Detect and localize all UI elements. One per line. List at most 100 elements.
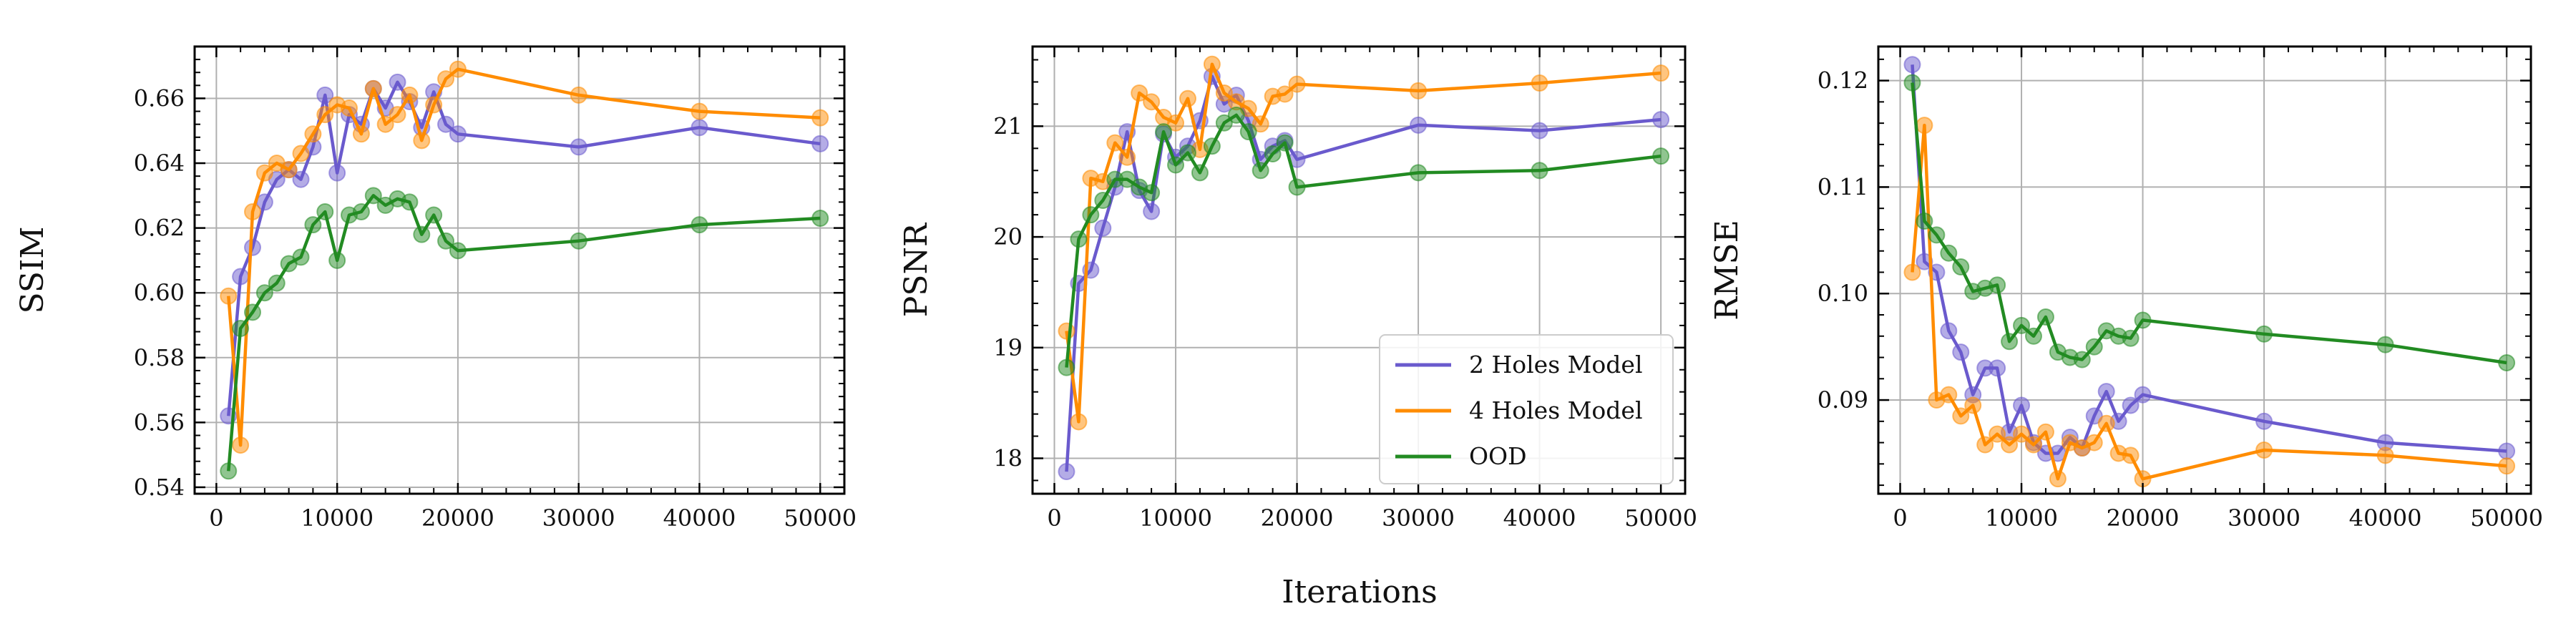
rmse-point-2-holes[interactable] [1916,253,1933,270]
ssim-point-ood[interactable] [425,206,443,224]
psnr-point-ood[interactable] [1203,137,1221,155]
psnr-point-ood[interactable] [1288,178,1306,196]
psnr-point-2-holes[interactable] [1143,203,1161,220]
psnr-point-ood[interactable] [1155,123,1173,141]
psnr-point-4-holes[interactable] [1215,84,1233,102]
psnr-point-ood[interactable] [1264,145,1282,163]
rmse-point-2-holes[interactable] [1940,322,1958,340]
rmse-point-2-holes[interactable] [2498,442,2516,460]
psnr-point-4-holes[interactable] [1106,134,1124,152]
ssim-point-ood[interactable] [304,216,322,234]
ssim-point-4-holes[interactable] [570,86,587,104]
psnr-point-ood[interactable] [1276,134,1294,152]
rmse-point-ood[interactable] [2001,333,2019,351]
psnr-point-4-holes[interactable] [1070,413,1088,431]
ssim-point-ood[interactable] [811,210,829,228]
psnr-point-2-holes[interactable] [1058,463,1075,481]
rmse-point-2-holes[interactable] [2013,396,2031,414]
ssim-point-ood[interactable] [232,320,250,338]
rmse-point-4-holes[interactable] [2097,414,2115,432]
ssim-point-4-holes[interactable] [401,86,419,104]
rmse-point-4-holes[interactable] [2024,436,2042,454]
rmse-point-ood[interactable] [1952,258,1970,276]
ssim-point-2-holes[interactable] [437,115,455,133]
ssim-point-4-holes[interactable] [255,164,273,182]
rmse-point-4-holes[interactable] [2036,423,2054,441]
rmse-point-ood[interactable] [2073,351,2091,369]
rmse-point-4-holes[interactable] [2122,447,2140,464]
ssim-point-4-holes[interactable] [811,109,829,127]
ssim-point-4-holes[interactable] [304,125,322,143]
psnr-point-4-holes[interactable] [1143,93,1161,111]
rmse-point-4-holes[interactable] [1989,425,2006,443]
ssim-point-4-holes[interactable] [425,96,443,114]
psnr-point-ood[interactable] [1143,184,1161,202]
ssim-point-4-holes[interactable] [413,132,431,150]
ssim-point-4-holes[interactable] [389,106,406,124]
ssim-point-4-holes[interactable] [232,436,250,454]
rmse-point-4-holes[interactable] [1940,386,1958,404]
rmse-point-ood[interactable] [1903,74,1921,92]
ssim-point-ood[interactable] [413,225,431,243]
ssim-point-4-holes[interactable] [316,106,334,124]
psnr-point-ood[interactable] [1652,147,1670,165]
ssim-point-2-holes[interactable] [316,86,334,104]
psnr-point-4-holes[interactable] [1531,74,1548,92]
ssim-point-ood[interactable] [437,232,455,250]
rmse-point-2-holes[interactable] [2097,383,2115,401]
rmse-point-ood[interactable] [2122,329,2140,347]
ssim-point-ood[interactable] [220,462,238,480]
psnr-point-ood[interactable] [1082,206,1100,224]
ssim-point-2-holes[interactable] [328,164,346,182]
psnr-point-ood[interactable] [1410,164,1428,182]
psnr-point-2-holes[interactable] [1410,116,1428,134]
rmse-point-4-holes[interactable] [2049,470,2067,488]
rmse-point-4-holes[interactable] [1964,396,1982,414]
rmse-point-4-holes[interactable] [1903,263,1921,281]
rmse-point-ood[interactable] [2013,316,2031,334]
rmse-point-ood[interactable] [1989,276,2006,294]
rmse-point-4-holes[interactable] [2085,434,2103,452]
psnr-point-ood[interactable] [1118,170,1136,188]
rmse-point-ood[interactable] [2134,311,2152,329]
rmse-point-4-holes[interactable] [1952,407,1970,425]
psnr-point-4-holes[interactable] [1652,64,1670,82]
rmse-point-4-holes[interactable] [2255,441,2273,459]
ssim-point-4-holes[interactable] [364,79,382,97]
rmse-point-2-holes[interactable] [2122,396,2140,414]
psnr-point-4-holes[interactable] [1276,85,1294,103]
rmse-point-ood[interactable] [2024,327,2042,345]
ssim-point-4-holes[interactable] [220,287,238,305]
psnr-point-4-holes[interactable] [1131,84,1148,102]
psnr-point-4-holes[interactable] [1203,55,1221,73]
psnr-point-ood[interactable] [1070,230,1088,248]
rmse-point-ood[interactable] [2498,353,2516,371]
psnr-point-ood[interactable] [1094,192,1112,210]
ssim-point-2-holes[interactable] [292,170,310,188]
psnr-point-4-holes[interactable] [1179,89,1196,107]
ssim-point-ood[interactable] [244,303,262,321]
rmse-point-2-holes[interactable] [1989,359,2006,377]
rmse-point-4-holes[interactable] [2376,447,2394,464]
rmse-point-4-holes[interactable] [2013,425,2031,443]
ssim-point-ood[interactable] [401,193,419,211]
rmse-point-ood[interactable] [1940,244,1958,262]
psnr-point-ood[interactable] [1215,114,1233,132]
rmse-point-ood[interactable] [1916,213,1933,230]
psnr-point-ood[interactable] [1058,358,1075,376]
rmse-point-2-holes[interactable] [2255,412,2273,430]
rmse-point-ood[interactable] [2255,325,2273,343]
psnr-point-ood[interactable] [1227,106,1245,124]
ssim-point-ood[interactable] [292,248,310,266]
psnr-point-ood[interactable] [1179,144,1196,162]
psnr-point-4-holes[interactable] [1288,75,1306,93]
ssim-point-4-holes[interactable] [341,99,358,117]
psnr-point-2-holes[interactable] [1094,219,1112,237]
ssim-point-ood[interactable] [449,242,467,260]
rmse-point-2-holes[interactable] [1903,56,1921,74]
psnr-point-4-holes[interactable] [1410,82,1428,99]
ssim-point-4-holes[interactable] [292,145,310,162]
ssim-point-ood[interactable] [570,232,587,250]
ssim-point-2-holes[interactable] [389,73,406,91]
rmse-point-4-holes[interactable] [2001,436,2019,454]
